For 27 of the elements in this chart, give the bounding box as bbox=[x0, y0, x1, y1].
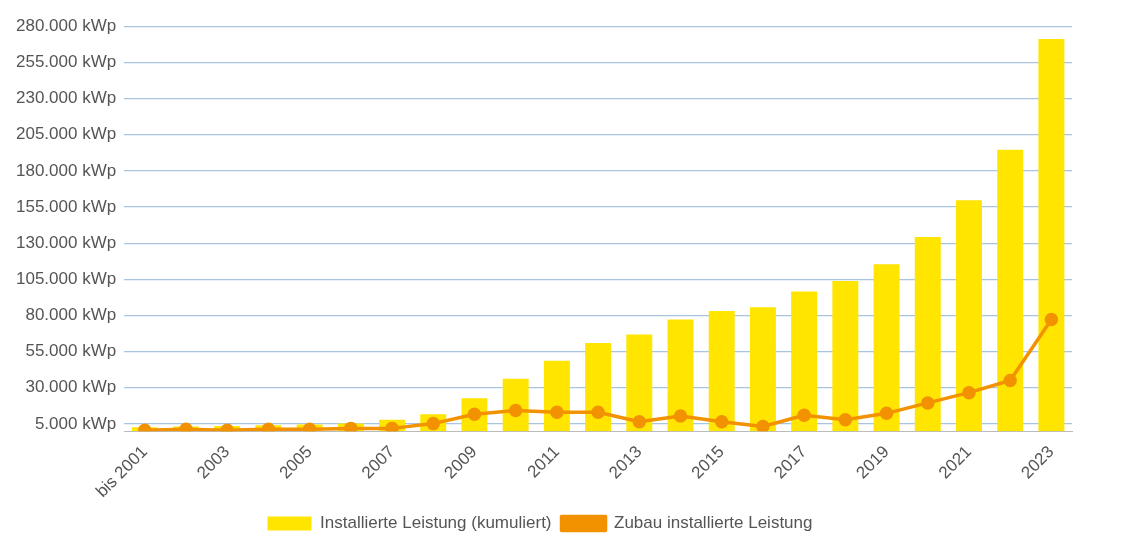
y-tick-label: 230.000 kWp bbox=[15, 88, 117, 108]
y-tick-label: 155.000 kWp bbox=[15, 196, 117, 216]
y-tick-label: 205.000 kWp bbox=[15, 124, 117, 144]
bar bbox=[585, 342, 612, 432]
y-tick-label: 130.000 kWp bbox=[15, 232, 117, 252]
y-tick-label: 5.000 kWp bbox=[34, 413, 117, 433]
y-tick-label: 30.000 kWp bbox=[25, 377, 117, 397]
bar bbox=[626, 334, 653, 432]
y-tick-label: 255.000 kWp bbox=[15, 52, 117, 72]
bar bbox=[832, 281, 859, 432]
bar bbox=[873, 264, 900, 432]
bar bbox=[997, 149, 1024, 432]
bar bbox=[914, 236, 941, 432]
y-tick-label: 280.000 kWp bbox=[15, 15, 117, 35]
bar bbox=[667, 319, 694, 432]
bar bbox=[791, 291, 818, 432]
bar bbox=[955, 200, 982, 432]
bar bbox=[749, 307, 776, 432]
y-tick-label: 105.000 kWp bbox=[15, 268, 117, 288]
bar bbox=[708, 311, 735, 432]
bar bbox=[1038, 39, 1065, 432]
legend-label: Installierte Leistung (kumuliert) bbox=[320, 513, 552, 533]
legend-label: Zubau installierte Leistung bbox=[614, 513, 813, 533]
bar bbox=[543, 360, 570, 432]
y-tick-label: 180.000 kWp bbox=[15, 160, 117, 180]
y-tick-label: 80.000 kWp bbox=[25, 305, 117, 325]
y-tick-label: 55.000 kWp bbox=[25, 341, 117, 361]
